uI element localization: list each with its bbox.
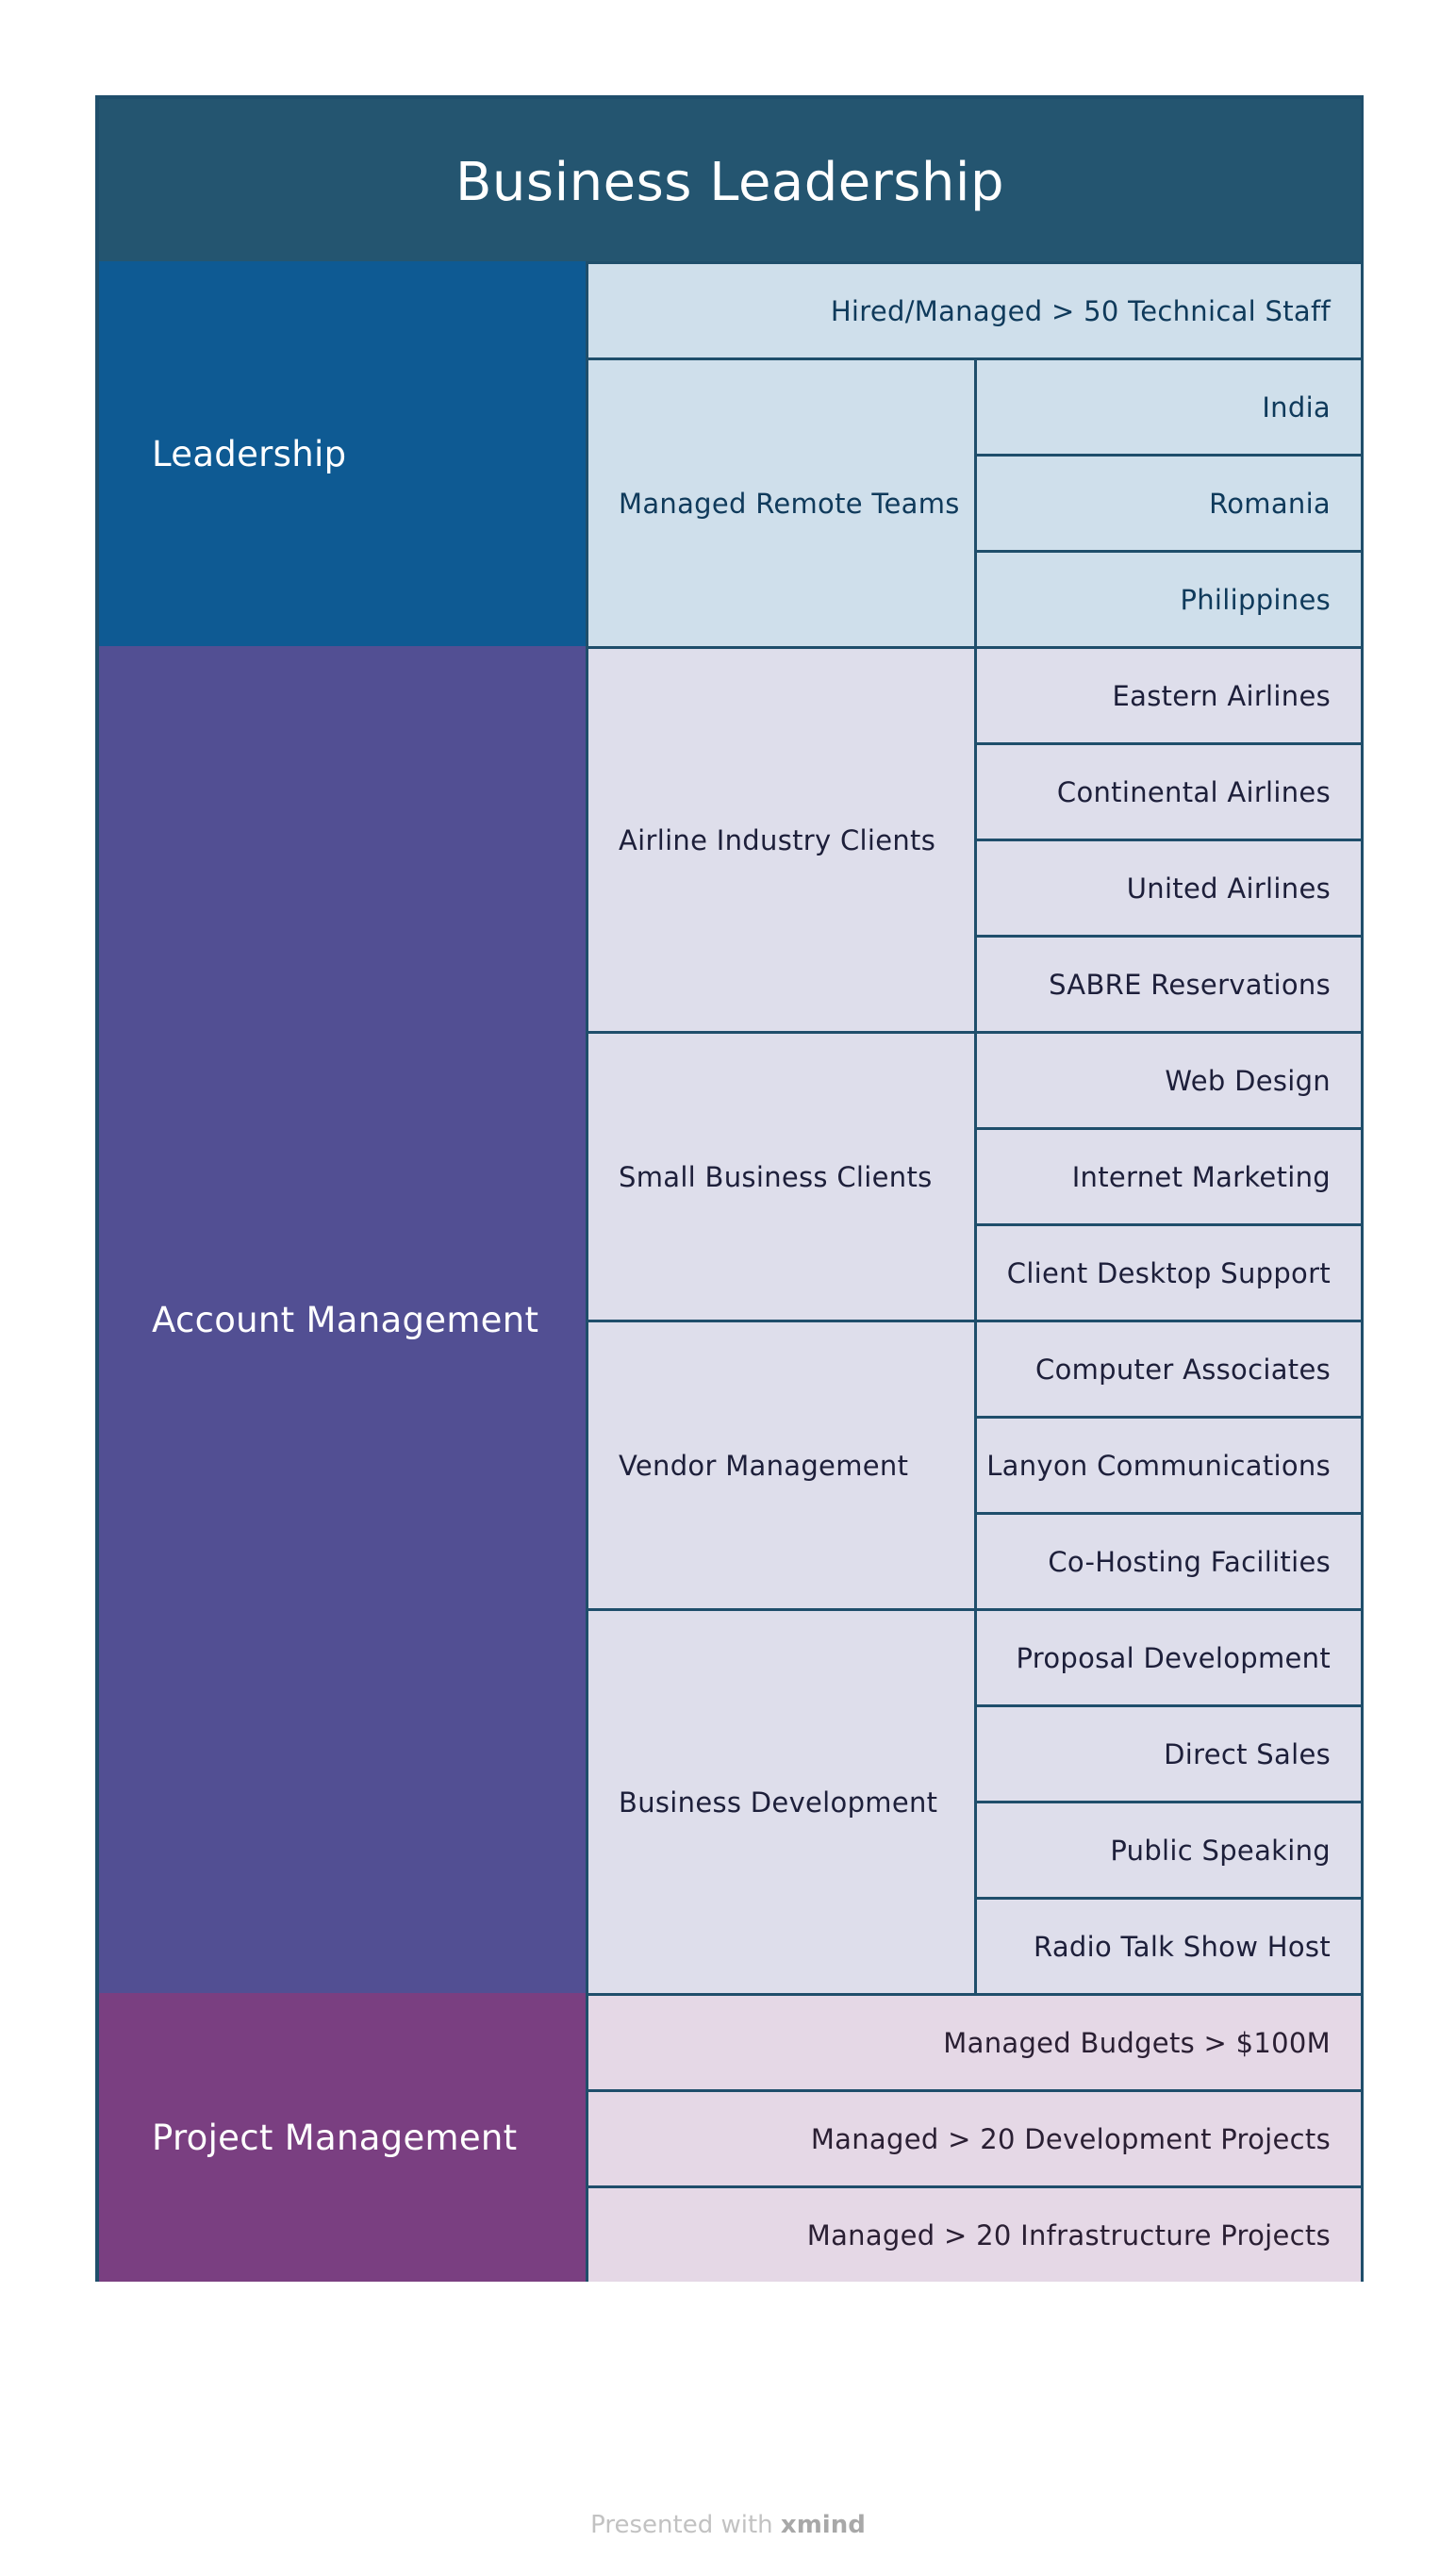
airline-item: Eastern Airlines: [974, 646, 1361, 742]
xmind-logo: xmind: [780, 2511, 866, 2539]
remote-team-item: Philippines: [974, 550, 1361, 646]
account-business-development: Business Development: [586, 1608, 974, 1993]
project-item: Managed > 20 Development Projects: [586, 2089, 1361, 2185]
diagram-board: Business Leadership Leadership Hired/Man…: [95, 95, 1364, 2282]
bizdev-item: Radio Talk Show Host: [974, 1897, 1361, 1993]
airline-item: Continental Airlines: [974, 742, 1361, 839]
diagram-title: Business Leadership: [99, 99, 1361, 261]
small-business-item: Client Desktop Support: [974, 1223, 1361, 1320]
leadership-remote-teams: Managed Remote Teams: [586, 357, 974, 646]
account-vendor-management: Vendor Management: [586, 1320, 974, 1608]
project-item: Managed > 20 Infrastructure Projects: [586, 2185, 1361, 2282]
footer-prefix: Presented with: [590, 2511, 773, 2539]
vendor-item: Co-Hosting Facilities: [974, 1512, 1361, 1608]
bizdev-item: Public Speaking: [974, 1801, 1361, 1897]
bizdev-item: Proposal Development: [974, 1608, 1361, 1704]
footer-credit: Presented with xmind: [0, 2511, 1456, 2539]
airline-item: SABRE Reservations: [974, 935, 1361, 1031]
account-small-business: Small Business Clients: [586, 1031, 974, 1320]
leadership-item-staff: Hired/Managed > 50 Technical Staff: [586, 261, 1361, 357]
project-item: Managed Budgets > $100M: [586, 1993, 1361, 2089]
vendor-item: Lanyon Communications: [974, 1416, 1361, 1512]
small-business-item: Web Design: [974, 1031, 1361, 1127]
small-business-item: Internet Marketing: [974, 1127, 1361, 1223]
airline-item: United Airlines: [974, 839, 1361, 935]
remote-team-item: India: [974, 357, 1361, 454]
section-leadership: Leadership: [99, 261, 586, 646]
remote-team-item: Romania: [974, 454, 1361, 550]
section-account-management: Account Management: [99, 646, 586, 1993]
vendor-item: Computer Associates: [974, 1320, 1361, 1416]
account-airline-clients: Airline Industry Clients: [586, 646, 974, 1031]
bizdev-item: Direct Sales: [974, 1704, 1361, 1801]
section-project-management: Project Management: [99, 1993, 586, 2282]
